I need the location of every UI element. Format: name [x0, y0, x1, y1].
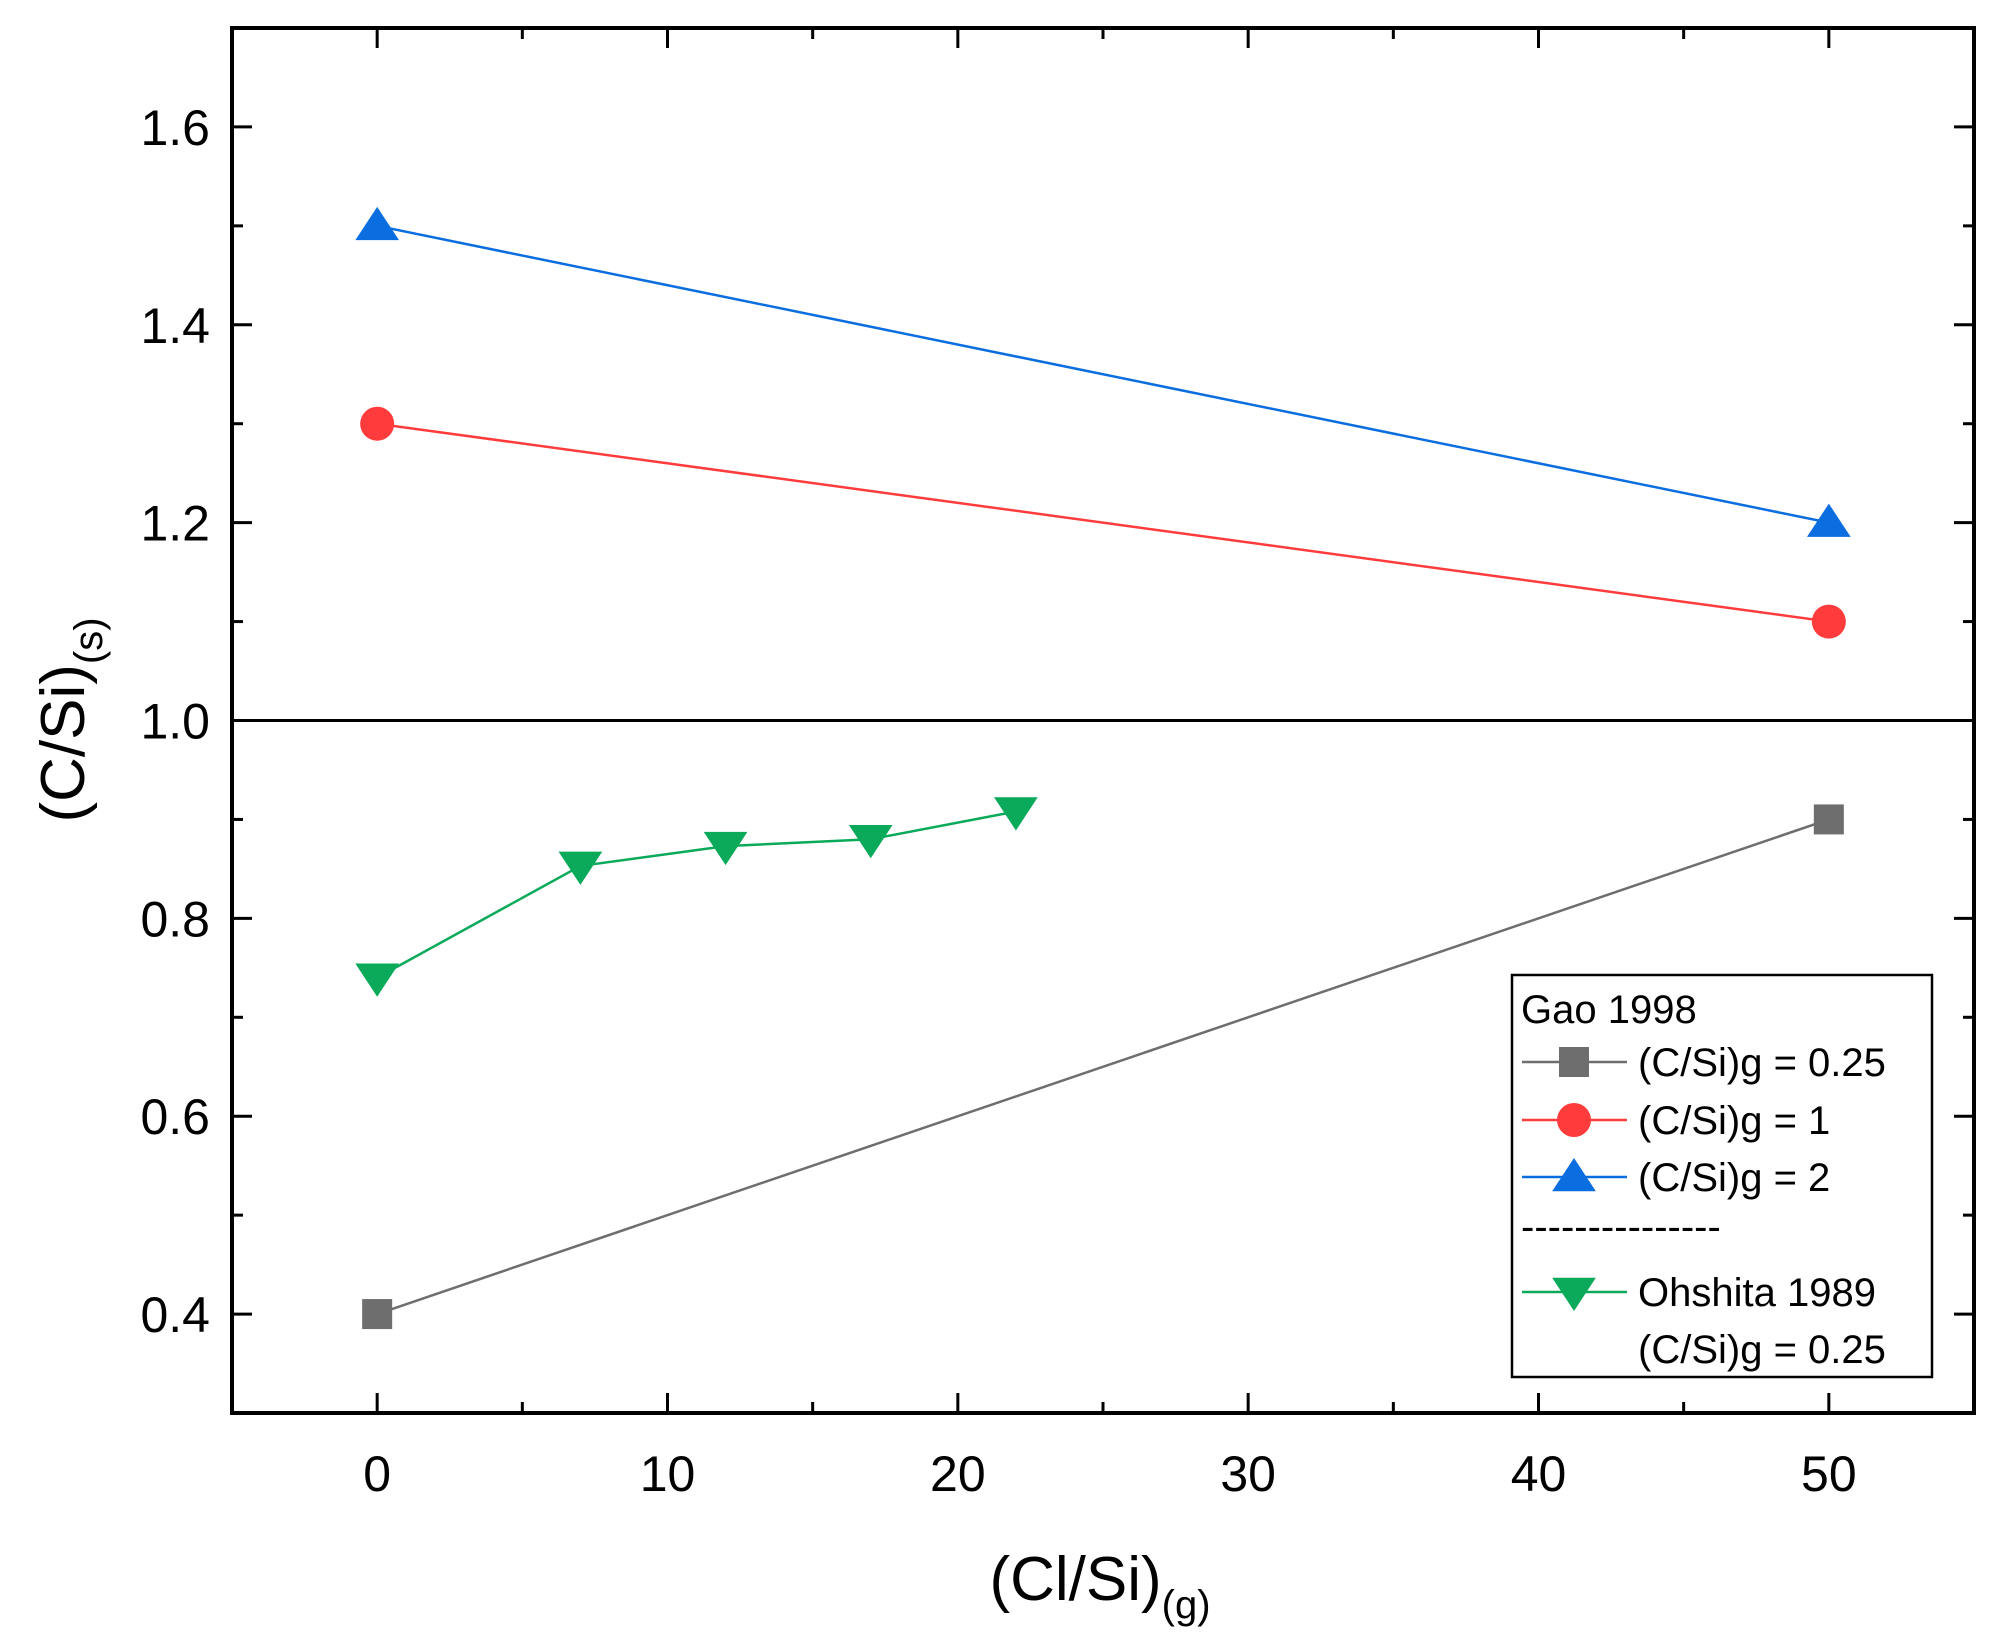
legend-label: (C/Si)g = 0.25: [1638, 1041, 1886, 1085]
y-axis-title: (C/Si)(s): [29, 617, 111, 822]
legend-item-1: (C/Si)g = 0.25: [1522, 1041, 1886, 1085]
legend: Gao 1998 --------------- (C/Si)g = 0.25(…: [1510, 973, 1934, 1379]
legend-sublabel: (C/Si)g = 0.25: [1638, 1328, 1886, 1372]
series-group: [355, 206, 1851, 1330]
y-axis-title-sub: (s): [67, 617, 111, 664]
series-line: [376, 422, 1830, 623]
data-point: [703, 831, 748, 866]
data-point: [355, 963, 400, 997]
legend-title: Gao 1998: [1521, 988, 1697, 1032]
data-point: [1806, 503, 1851, 537]
data-point: [355, 206, 400, 241]
y-tick-label: 0.8: [140, 891, 210, 947]
legend-item-3: (C/Si)g = 2: [1522, 1156, 1830, 1200]
series-line: [376, 818, 1830, 1316]
x-tick-label: 20: [930, 1446, 986, 1502]
legend-label: (C/Si)g = 2: [1638, 1156, 1830, 1200]
y-tick-label: 1.4: [140, 298, 210, 354]
plot-frame: [230, 26, 1976, 1415]
data-point: [1813, 804, 1844, 835]
x-tick-label: 50: [1801, 1446, 1857, 1502]
series-2: [360, 406, 1846, 639]
legend-item-2: (C/Si)g = 1: [1522, 1099, 1830, 1143]
legend-marker: [1557, 1103, 1591, 1137]
x-axis-title: (Cl/Si)(g): [989, 1545, 1210, 1627]
series-1: [362, 804, 1844, 1330]
data-point: [994, 797, 1038, 831]
legend-marker: [1552, 1277, 1596, 1311]
y-axis-title-main: (C/Si): [29, 664, 98, 822]
x-tick-label: 0: [363, 1446, 391, 1502]
series-line: [376, 224, 1830, 524]
legend-separator: ---------------: [1521, 1205, 1721, 1249]
legend-item-4: Ohshita 1989 (C/Si)g = 0.25: [1522, 1271, 1886, 1372]
legend-label: Ohshita 1989: [1638, 1271, 1876, 1315]
y-tick-label: 1.0: [140, 694, 210, 750]
legend-items: (C/Si)g = 0.25 (C/Si)g = 1 (C/Si)g = 2 Ohsh…: [1522, 1041, 1886, 1372]
legend-marker: [1552, 1158, 1596, 1192]
y-tick-label: 0.6: [140, 1089, 210, 1145]
data-point: [558, 851, 603, 885]
x-axis-title-main: (Cl/Si): [989, 1545, 1161, 1614]
data-point: [1811, 604, 1846, 639]
x-axis-title-sub: (g): [1162, 1583, 1211, 1627]
y-tick-label: 1.6: [140, 100, 210, 156]
series-4: [355, 797, 1038, 997]
legend-marker: [1559, 1047, 1589, 1077]
data-point: [362, 1299, 393, 1330]
x-tick-label: 40: [1511, 1446, 1567, 1502]
x-tick-label: 10: [640, 1446, 696, 1502]
legend-label: (C/Si)g = 1: [1638, 1099, 1830, 1143]
x-tick-label: 30: [1220, 1446, 1276, 1502]
y-tick-label: 0.4: [140, 1287, 210, 1343]
data-point: [360, 406, 395, 441]
series-line: [376, 810, 1017, 979]
y-tick-label: 1.2: [140, 496, 210, 552]
tick-labels: 0 10 20 30 40 50 0.4 0.6 0.8 1.0 1.2 1.4 1.6: [140, 100, 1856, 1502]
data-point: [848, 824, 893, 859]
series-3: [355, 206, 1851, 537]
